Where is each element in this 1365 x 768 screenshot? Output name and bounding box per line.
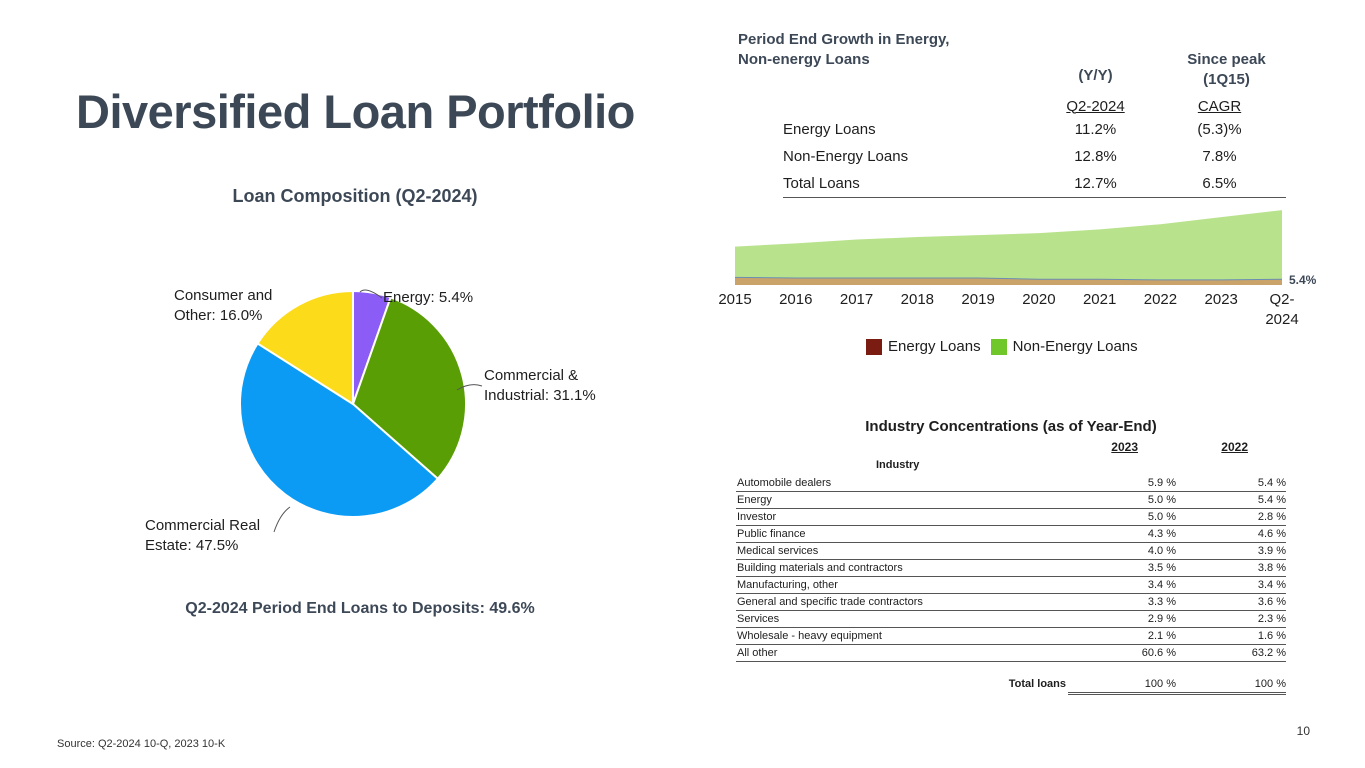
industry-value-2022: 5.4 % [1257,494,1286,506]
x-tick-label: 2021 [1083,291,1116,308]
table-row: Energy Loans 11.2% (5.3)% [783,121,1242,138]
table-row: Energy 5.0 % 5.4 % [736,492,1286,509]
table-row: Total Loans 12.7% 6.5% [783,170,1286,198]
industry-total-row: Total loans 100 % 100 % [1008,678,1286,690]
growth-col-cagr-header: Since peak (1Q15) [1187,51,1266,88]
industry-value-2023: 5.0 % [1147,494,1176,506]
page-title: Diversified Loan Portfolio [76,85,635,138]
industry-value-2022: 4.6 % [1257,528,1286,540]
table-row: Manufacturing, other 3.4 % 3.4 % [736,577,1286,594]
industry-value-2023: 5.0 % [1147,511,1176,523]
pie-slice-consumer-other [256,289,354,406]
pie-chart-title: Loan Composition (Q2-2024) [232,186,478,206]
industry-value-2022: 5.4 % [1257,477,1286,489]
growth-table: Q2-2024 CAGR Energy Loans 11.2% (5.3)% N… [783,96,1286,198]
industry-name: Energy [737,494,772,506]
x-tick-label: 2020 [1022,291,1055,308]
industry-name: General and specific trade contractors [737,596,923,608]
total-rule-double [1068,694,1286,695]
industry-value-2022: 63.2 % [1251,647,1286,659]
loans-to-deposits-note: Q2-2024 Period End Loans to Deposits: 49… [185,600,535,617]
industry-value-2022: 3.9 % [1257,545,1286,557]
industry-value-2023: 3.3 % [1147,596,1176,608]
industry-value-2022: 3.8 % [1257,562,1286,574]
table-row: All other 60.6 % 63.2 % [736,645,1286,662]
area-series-non-energy [735,210,1282,280]
industry-name: Automobile dealers [737,477,832,489]
growth-subheader-row: Q2-2024 CAGR [783,96,1286,116]
pie-label-commercial-industrial: Commercial & Industrial: 31.1% [484,367,596,404]
table-row: Automobile dealers 5.9 % 5.4 % [736,475,1286,492]
legend-item-non-energy: Non-Energy Loans [990,338,1138,355]
table-row: Non-Energy Loans 12.8% 7.8% [783,148,1237,165]
table-row: Building materials and contractors 3.5 % 3… [736,560,1286,577]
growth-sub-q2-2024: Q2-2024 [1066,97,1125,115]
pie-slice-commercial-industrial [351,296,467,481]
x-tick-label: 2023 [1205,291,1238,308]
pie-label-commercial-real-estate: Commercial Real Estate: 47.5% [145,517,261,554]
industry-value-2022: 3.4 % [1257,579,1286,591]
industry-value-2023: 3.4 % [1147,579,1176,591]
area-chart: 5.4% 2015 2016 2017 2018 2019 2020 2021 2022 2023… [718,210,1317,328]
legend-swatch-non-energy [990,338,1007,355]
leader-line-commercial-industrial [456,384,483,391]
industry-value-2023: 5.9 % [1147,477,1176,489]
x-tick-label: 2015 [718,291,751,308]
page-number: 10 [1296,724,1310,738]
industry-name: Building materials and contractors [737,562,903,574]
legend-swatch-energy [866,338,882,355]
industry-value-2023: 4.0 % [1147,545,1176,557]
industry-year-2023: 2023 [1111,440,1138,454]
industry-name: Wholesale - heavy equipment [737,630,882,642]
industry-name: Services [737,613,780,625]
x-tick-label: 2019 [961,291,994,308]
pie-label-energy: Energy: 5.4% [383,289,474,306]
industry-value-2023: 4.3 % [1147,528,1176,540]
industry-value-2023: 60.6 % [1141,647,1176,659]
total-rule [1068,692,1286,693]
table-row: General and specific trade contractors 3.… [736,594,1286,611]
industry-name: Public finance [737,528,806,540]
industry-year-2022: 2022 [1221,440,1248,454]
pie-slice-commercial-real-estate [239,342,440,518]
industry-name: Medical services [737,545,819,557]
industry-table: Automobile dealers 5.9 % 5.4 % Energy 5.0 % 5… [736,475,1286,662]
pie-chart [239,289,483,533]
pie-label-consumer-other: Consumer and Other: 16.0% [174,287,273,324]
industry-value-2023: 3.5 % [1147,562,1176,574]
industry-name: Investor [737,511,777,523]
legend-item-energy: Energy Loans [866,338,981,355]
area-series-boundary-line [734,276,1283,281]
area-end-label: 5.4% [1289,273,1317,287]
table-row: Medical services 4.0 % 3.9 % [736,543,1286,560]
table-row: Public finance 4.3 % 4.6 % [736,526,1286,543]
source-note: Source: Q2-2024 10-Q, 2023 10-K [57,738,226,750]
industry-value-2022: 3.6 % [1257,596,1286,608]
industry-value-2022: 1.6 % [1257,630,1286,642]
x-tick-label: 2017 [840,291,873,308]
industry-table-title: Industry Concentrations (as of Year-End) [865,418,1157,435]
industry-value-2022: 2.8 % [1257,511,1286,523]
area-series-energy [735,277,1282,285]
industry-name: All other [737,647,778,659]
industry-name: Manufacturing, other [737,579,838,591]
x-tick-label: 2022 [1144,291,1177,308]
leader-line-commercial-real-estate [273,506,291,533]
table-row: Services 2.9 % 2.3 % [736,611,1286,628]
x-tick-label: Q2-2024 [1265,291,1298,328]
growth-sub-cagr: CAGR [1197,97,1242,115]
growth-table-heading: Period End Growth in Energy, Non-energy … [738,31,950,68]
table-row: Wholesale - heavy equipment 2.1 % 1.6 % [736,628,1286,645]
growth-col-yy-header: (Y/Y) [1078,67,1113,84]
x-tick-label: 2018 [901,291,934,308]
industry-value-2022: 2.3 % [1257,613,1286,625]
industry-column-label: Industry [876,459,920,471]
table-row: Investor 5.0 % 2.8 % [736,509,1286,526]
x-tick-label: 2016 [779,291,812,308]
area-chart-legend: Energy Loans Non-Energy Loans [866,338,1138,355]
industry-value-2023: 2.1 % [1147,630,1176,642]
leader-line-energy [359,289,383,299]
industry-value-2023: 2.9 % [1147,613,1176,625]
